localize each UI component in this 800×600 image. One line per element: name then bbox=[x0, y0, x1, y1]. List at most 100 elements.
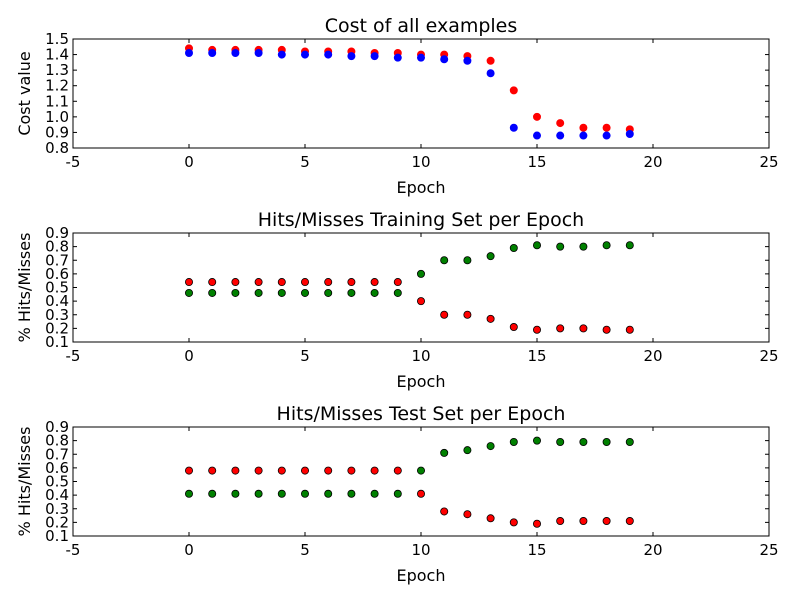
data-point bbox=[300, 466, 309, 475]
test-chart: Hits/Misses Test Set per Epoch -5 0 5 10 15 20… bbox=[15, 403, 779, 585]
data-point bbox=[277, 466, 286, 475]
x-tick-label: 10 bbox=[411, 347, 430, 365]
y-tick-label: 0.8 bbox=[45, 139, 69, 157]
x-tick-label: 15 bbox=[527, 153, 546, 171]
x-tick-label: 0 bbox=[184, 347, 194, 365]
data-point bbox=[509, 86, 518, 95]
data-point bbox=[231, 278, 240, 287]
y-tick-label: 0.6 bbox=[45, 459, 69, 477]
data-point bbox=[440, 256, 449, 265]
data-point bbox=[300, 278, 309, 287]
data-point bbox=[486, 514, 495, 523]
data-point bbox=[277, 278, 286, 287]
y-axis-label: % Hits/Misses bbox=[15, 233, 34, 343]
x-tick-label: 5 bbox=[300, 347, 310, 365]
data-point bbox=[556, 324, 565, 333]
data-point bbox=[370, 489, 379, 498]
data-point bbox=[486, 252, 495, 261]
data-point bbox=[533, 325, 542, 334]
data-point bbox=[556, 119, 565, 128]
data-point bbox=[231, 49, 240, 58]
data-point bbox=[416, 297, 425, 306]
axes-frame bbox=[72, 232, 770, 343]
y-tick-label: 0.2 bbox=[45, 319, 69, 337]
y-tick-label: 0.9 bbox=[45, 123, 69, 141]
data-point bbox=[579, 324, 588, 333]
data-point bbox=[416, 53, 425, 62]
data-point bbox=[579, 123, 588, 132]
x-tick-label: 25 bbox=[759, 347, 778, 365]
data-point bbox=[370, 278, 379, 287]
x-tick-label: 20 bbox=[643, 153, 662, 171]
data-point bbox=[184, 49, 193, 58]
data-point bbox=[208, 288, 217, 297]
y-tick-label: 1.2 bbox=[45, 77, 69, 95]
data-point bbox=[440, 507, 449, 516]
data-point bbox=[625, 437, 634, 446]
y-tick-label: 0.7 bbox=[45, 445, 69, 463]
axes-frame bbox=[72, 38, 770, 149]
data-point bbox=[254, 49, 263, 58]
data-point bbox=[300, 50, 309, 59]
data-point bbox=[533, 131, 542, 140]
x-tick-label: 5 bbox=[300, 153, 310, 171]
data-point bbox=[277, 288, 286, 297]
data-point bbox=[625, 129, 634, 138]
data-point bbox=[324, 466, 333, 475]
x-tick-label: 15 bbox=[527, 347, 546, 365]
data-point bbox=[393, 466, 402, 475]
data-point bbox=[579, 131, 588, 140]
y-tick-label: 0.1 bbox=[45, 333, 69, 351]
chart-title: Hits/Misses Test Set per Epoch bbox=[277, 403, 566, 425]
data-point bbox=[533, 241, 542, 250]
data-point bbox=[533, 519, 542, 528]
data-point bbox=[440, 310, 449, 319]
data-point bbox=[393, 288, 402, 297]
data-point bbox=[625, 517, 634, 526]
data-point bbox=[579, 517, 588, 526]
data-point bbox=[370, 52, 379, 61]
y-tick-label: 0.9 bbox=[45, 224, 69, 242]
axes-frame bbox=[72, 426, 770, 537]
x-tick-label: -5 bbox=[66, 347, 81, 365]
data-point bbox=[277, 489, 286, 498]
data-point bbox=[370, 288, 379, 297]
data-point bbox=[440, 448, 449, 457]
data-point bbox=[300, 489, 309, 498]
data-point bbox=[625, 241, 634, 250]
y-tick-label: 1.5 bbox=[45, 30, 69, 48]
data-point bbox=[556, 242, 565, 251]
data-point bbox=[347, 52, 356, 61]
data-point bbox=[602, 241, 611, 250]
x-tick-label: 0 bbox=[184, 153, 194, 171]
y-tick-label: 0.5 bbox=[45, 473, 69, 491]
data-point bbox=[509, 123, 518, 132]
data-point bbox=[231, 489, 240, 498]
data-point bbox=[556, 131, 565, 140]
y-tick-label: 0.4 bbox=[45, 292, 69, 310]
y-tick-label: 0.2 bbox=[45, 513, 69, 531]
y-tick-label: 0.7 bbox=[45, 251, 69, 269]
data-point bbox=[602, 437, 611, 446]
data-point bbox=[440, 55, 449, 64]
x-tick-label: 10 bbox=[411, 153, 430, 171]
y-axis-label: % Hits/Misses bbox=[15, 427, 34, 537]
training-chart: Hits/Misses Training Set per Epoch -5 0 5 10… bbox=[15, 209, 779, 391]
data-point bbox=[254, 466, 263, 475]
chart-title: Hits/Misses Training Set per Epoch bbox=[258, 209, 584, 231]
x-tick-label: 5 bbox=[300, 541, 310, 559]
data-point bbox=[184, 288, 193, 297]
data-point bbox=[324, 489, 333, 498]
y-tick-label: 0.3 bbox=[45, 500, 69, 518]
data-point bbox=[625, 325, 634, 334]
data-point bbox=[486, 314, 495, 323]
data-point bbox=[184, 489, 193, 498]
y-tick-label: 0.1 bbox=[45, 527, 69, 545]
data-point bbox=[347, 489, 356, 498]
data-point bbox=[509, 518, 518, 527]
data-point bbox=[556, 437, 565, 446]
data-point bbox=[463, 310, 472, 319]
data-point bbox=[509, 437, 518, 446]
data-point bbox=[324, 50, 333, 59]
series-0 bbox=[184, 44, 634, 134]
